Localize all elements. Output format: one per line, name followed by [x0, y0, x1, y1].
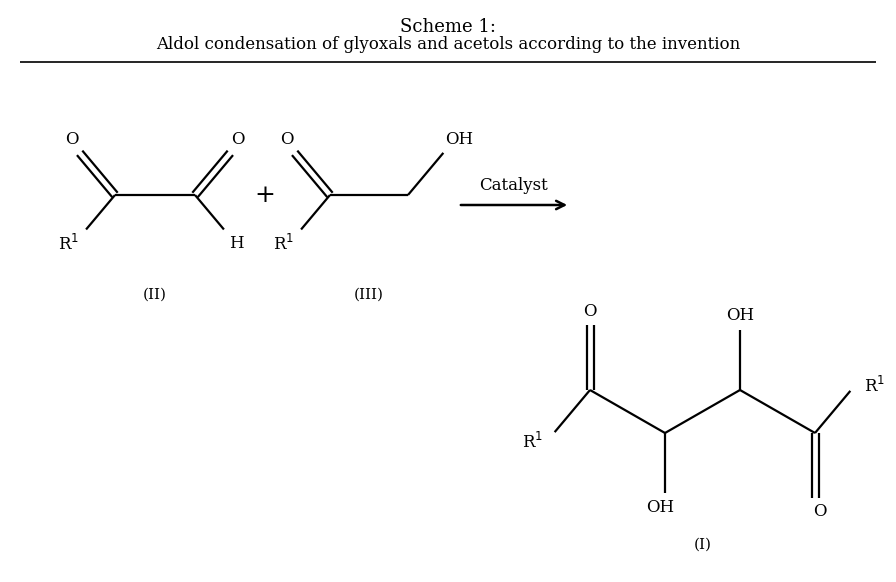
Text: O: O [65, 132, 78, 148]
Text: R$^1$: R$^1$ [864, 376, 885, 396]
Text: Catalyst: Catalyst [479, 176, 548, 193]
Text: O: O [814, 503, 827, 520]
Text: R$^1$: R$^1$ [522, 432, 543, 452]
Text: OH: OH [445, 132, 473, 148]
Text: (II): (II) [143, 288, 167, 302]
Text: Aldol condensation of glyoxals and acetols according to the invention: Aldol condensation of glyoxals and aceto… [156, 36, 740, 53]
Text: OH: OH [726, 307, 754, 325]
Text: O: O [231, 132, 246, 148]
Text: (III): (III) [354, 288, 384, 302]
Text: (I): (I) [694, 538, 711, 552]
Text: OH: OH [646, 499, 674, 516]
Text: R$^1$: R$^1$ [57, 233, 79, 254]
Text: +: + [254, 183, 275, 207]
Text: O: O [280, 132, 293, 148]
Text: H: H [228, 235, 243, 252]
Text: O: O [583, 303, 597, 320]
Text: R$^1$: R$^1$ [272, 233, 294, 254]
Text: Scheme 1:: Scheme 1: [400, 18, 496, 36]
